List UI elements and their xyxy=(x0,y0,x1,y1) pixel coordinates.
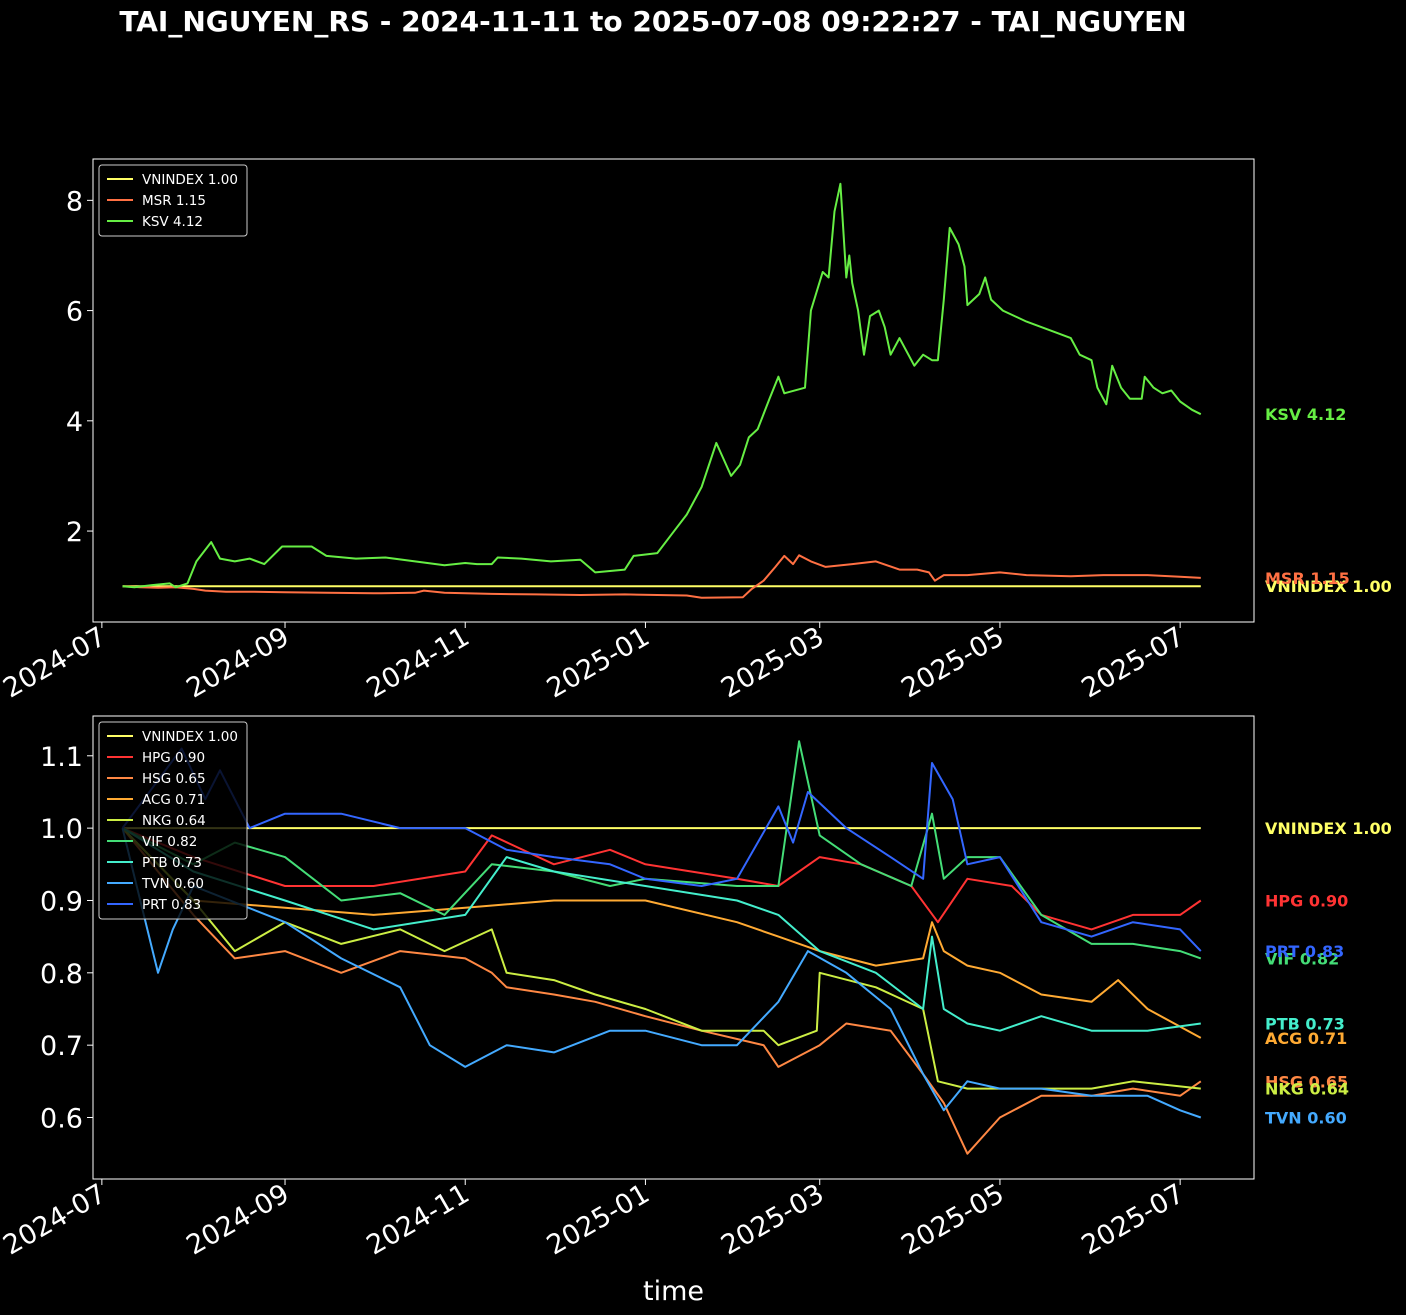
legend-entry: PTB 0.73 xyxy=(142,855,202,871)
legend-entry: VIF 0.82 xyxy=(142,834,197,850)
series-lines xyxy=(122,182,1202,599)
y-tick-label: 8 xyxy=(66,186,83,217)
end-label-prt: PRT 0.83 xyxy=(1265,942,1344,961)
end-label-hsg: HSG 0.65 xyxy=(1265,1072,1348,1091)
series-line-tvn xyxy=(121,827,1202,1119)
end-label-vnindex: VNINDEX 1.00 xyxy=(1265,577,1392,596)
legend-box xyxy=(98,721,248,920)
y-tick-label: 0.6 xyxy=(40,1104,83,1135)
plot-frame xyxy=(92,715,1255,1180)
y-tick-label: 1.0 xyxy=(40,814,83,845)
series-line-acg xyxy=(121,827,1202,1039)
series-line-msr xyxy=(122,554,1201,599)
y-tick-label: 6 xyxy=(66,297,83,328)
legend-entry: VNINDEX 1.00 xyxy=(142,729,238,745)
y-tick-label: 1.1 xyxy=(40,742,83,773)
series-line-nkg xyxy=(121,827,1201,1090)
end-label-vnindex: VNINDEX 1.00 xyxy=(1265,819,1392,838)
legend-entry: KSV 4.12 xyxy=(142,214,203,230)
legend-entry: NKG 0.64 xyxy=(142,813,206,829)
end-label-ptb: PTB 0.73 xyxy=(1265,1014,1345,1033)
y-tick-label: 2 xyxy=(66,517,83,548)
series-line-vif xyxy=(122,740,1202,960)
legend: VNINDEX 1.00 HPG 0.90 HSG 0.65 ACG 0.71 NKG … xyxy=(98,721,248,920)
plot-frame xyxy=(92,158,1255,623)
series-line-ptb xyxy=(121,827,1201,1032)
legend-entry: PRT 0.83 xyxy=(142,897,201,913)
end-label-tvn: TVN 0.60 xyxy=(1265,1109,1347,1128)
y-tick-label: 0.7 xyxy=(40,1031,83,1062)
x-axis-label: time xyxy=(643,1276,704,1307)
figure-title: TAI_NGUYEN_RS - 2024-11-11 to 2025-07-08… xyxy=(119,5,1186,38)
end-label-nkg: NKG 0.64 xyxy=(1265,1080,1349,1099)
series-line-prt xyxy=(121,747,1202,952)
y-tick-label: 4 xyxy=(66,407,83,438)
end-label-hpg: HPG 0.90 xyxy=(1265,891,1348,910)
series-line-hsg xyxy=(121,827,1202,1155)
legend-entry: ACG 0.71 xyxy=(142,792,205,808)
y-tick-label: 0.9 xyxy=(40,886,83,917)
y-tick-label: 0.8 xyxy=(40,959,83,990)
series-lines xyxy=(121,740,1202,1155)
legend-entry: MSR 1.15 xyxy=(142,193,206,209)
series-line-ksv xyxy=(122,182,1202,589)
legend-entry: HPG 0.90 xyxy=(142,750,205,766)
end-label-msr: MSR 1.15 xyxy=(1265,569,1350,588)
end-label-acg: ACG 0.71 xyxy=(1265,1029,1347,1048)
end-label-vif: VIF 0.82 xyxy=(1265,949,1339,968)
series-line-hpg xyxy=(122,827,1202,931)
legend-entry: VNINDEX 1.00 xyxy=(142,172,238,188)
legend: VNINDEX 1.00 MSR 1.15 KSV 4.12 xyxy=(98,164,248,237)
legend-entry: HSG 0.65 xyxy=(142,771,206,787)
legend-box xyxy=(98,164,248,237)
legend-entry: TVN 0.60 xyxy=(141,876,204,892)
end-label-ksv: KSV 4.12 xyxy=(1265,405,1346,424)
